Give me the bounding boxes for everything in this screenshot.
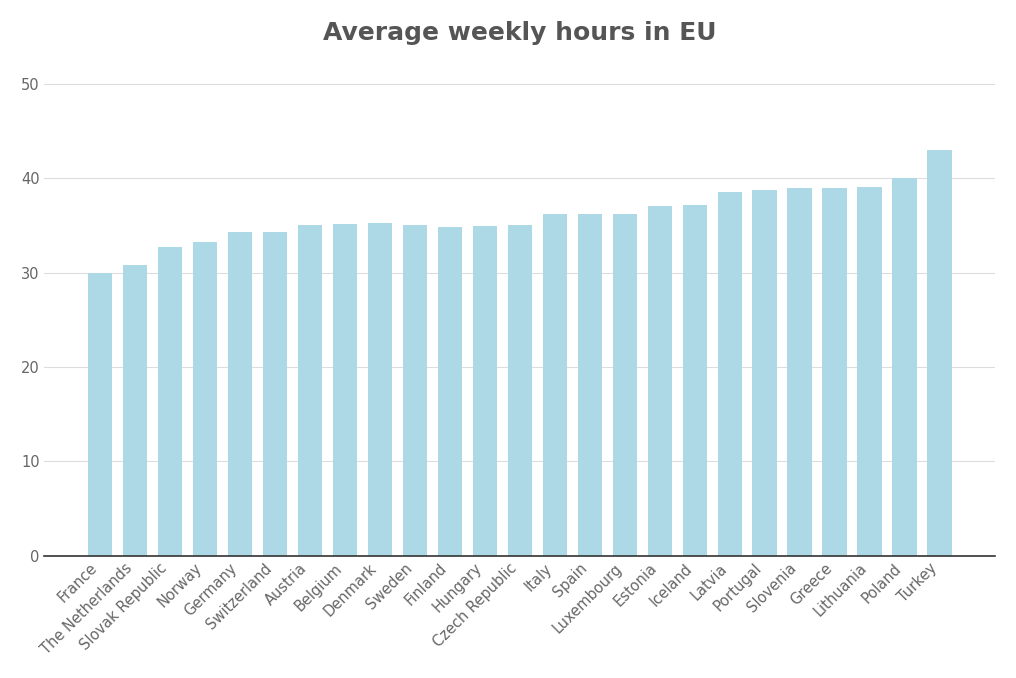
Bar <box>123 265 147 556</box>
Bar <box>543 214 567 556</box>
Bar <box>332 224 357 556</box>
Bar <box>823 188 847 556</box>
Bar <box>472 226 497 556</box>
Bar <box>928 150 952 556</box>
Bar <box>753 191 777 556</box>
Bar <box>613 214 637 556</box>
Bar <box>262 232 288 556</box>
Bar <box>858 186 882 556</box>
Bar <box>438 227 462 556</box>
Bar <box>717 193 742 556</box>
Bar <box>298 225 322 556</box>
Bar <box>157 247 182 556</box>
Bar <box>683 205 707 556</box>
Bar <box>577 214 602 556</box>
Bar <box>508 225 532 556</box>
Bar <box>892 178 917 556</box>
Bar <box>87 273 112 556</box>
Title: Average weekly hours in EU: Average weekly hours in EU <box>323 21 716 45</box>
Bar <box>368 224 392 556</box>
Bar <box>402 225 427 556</box>
Bar <box>193 242 217 556</box>
Bar <box>228 232 252 556</box>
Bar <box>787 188 812 556</box>
Bar <box>647 206 672 556</box>
